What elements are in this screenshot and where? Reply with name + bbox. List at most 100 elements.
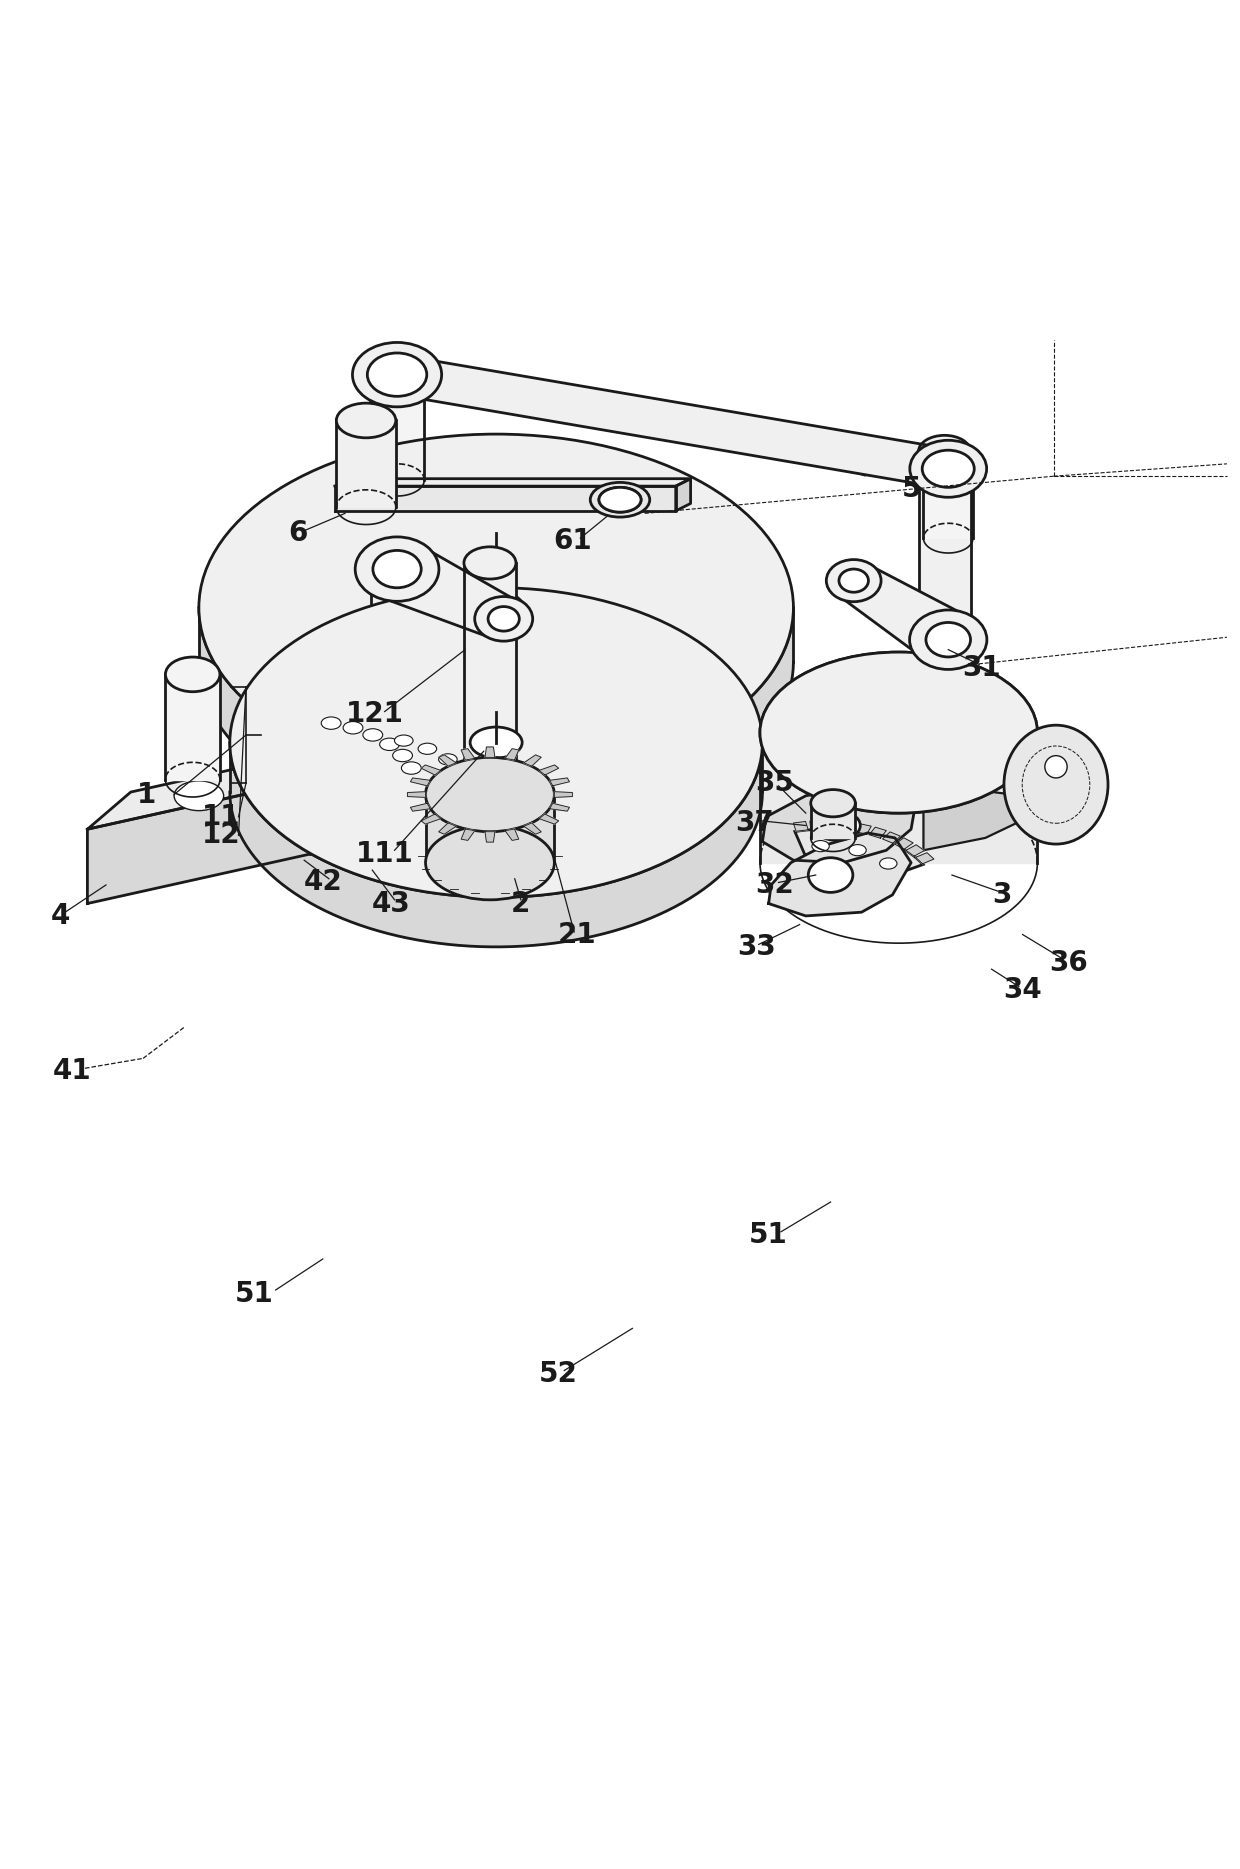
Text: 41: 41 <box>53 1056 92 1084</box>
Polygon shape <box>410 712 430 725</box>
Polygon shape <box>310 742 353 854</box>
Polygon shape <box>676 478 691 510</box>
Polygon shape <box>841 822 856 832</box>
Polygon shape <box>554 792 573 798</box>
Polygon shape <box>396 710 415 720</box>
Ellipse shape <box>352 342 441 407</box>
Polygon shape <box>422 764 440 776</box>
Ellipse shape <box>370 366 424 400</box>
Text: 121: 121 <box>346 701 404 729</box>
Polygon shape <box>485 748 495 757</box>
Polygon shape <box>451 727 472 740</box>
Polygon shape <box>539 764 559 776</box>
Ellipse shape <box>590 482 650 518</box>
Ellipse shape <box>924 462 973 492</box>
Polygon shape <box>919 452 971 637</box>
Polygon shape <box>810 820 823 830</box>
Polygon shape <box>165 675 219 779</box>
Polygon shape <box>425 794 554 863</box>
Text: 35: 35 <box>755 770 795 798</box>
Polygon shape <box>383 540 513 639</box>
Polygon shape <box>513 783 531 794</box>
Text: 2: 2 <box>511 890 531 918</box>
Text: 1: 1 <box>138 781 156 809</box>
Polygon shape <box>523 755 541 766</box>
Polygon shape <box>520 802 536 811</box>
Text: 3: 3 <box>992 880 1011 908</box>
Polygon shape <box>883 832 900 843</box>
Polygon shape <box>439 822 456 834</box>
Text: 51: 51 <box>236 1280 274 1308</box>
Polygon shape <box>523 822 541 834</box>
Ellipse shape <box>923 450 975 488</box>
Ellipse shape <box>367 353 427 396</box>
Ellipse shape <box>439 753 458 764</box>
Polygon shape <box>464 563 516 878</box>
Text: 12: 12 <box>202 820 241 849</box>
Text: 11: 11 <box>202 804 241 832</box>
Ellipse shape <box>1004 725 1109 845</box>
Polygon shape <box>763 785 915 863</box>
Polygon shape <box>315 705 444 778</box>
Polygon shape <box>795 830 923 882</box>
Text: 21: 21 <box>557 921 596 948</box>
Text: 6: 6 <box>288 520 308 548</box>
Ellipse shape <box>924 630 973 660</box>
Text: 52: 52 <box>538 1361 578 1389</box>
Polygon shape <box>370 383 424 480</box>
Ellipse shape <box>355 536 439 602</box>
Text: 37: 37 <box>735 809 775 837</box>
Ellipse shape <box>826 559 882 602</box>
Polygon shape <box>505 830 518 841</box>
Polygon shape <box>198 607 794 835</box>
Polygon shape <box>769 834 911 916</box>
Polygon shape <box>461 830 475 841</box>
Ellipse shape <box>475 796 494 807</box>
Polygon shape <box>474 740 495 753</box>
Polygon shape <box>379 720 521 811</box>
Ellipse shape <box>1045 755 1068 778</box>
Polygon shape <box>842 563 963 665</box>
Text: 61: 61 <box>553 527 593 555</box>
Polygon shape <box>549 804 569 811</box>
Ellipse shape <box>813 811 861 841</box>
Polygon shape <box>811 804 856 837</box>
Polygon shape <box>505 749 518 761</box>
Polygon shape <box>335 478 691 486</box>
Text: 42: 42 <box>304 869 342 897</box>
Polygon shape <box>336 421 396 506</box>
Polygon shape <box>924 477 973 538</box>
Ellipse shape <box>373 551 422 587</box>
Polygon shape <box>394 355 951 488</box>
Polygon shape <box>794 822 808 832</box>
Ellipse shape <box>343 721 363 735</box>
Polygon shape <box>826 820 839 830</box>
Polygon shape <box>87 779 310 903</box>
Ellipse shape <box>599 488 641 512</box>
Text: 111: 111 <box>356 839 413 867</box>
Polygon shape <box>517 792 534 804</box>
Polygon shape <box>915 852 934 863</box>
Polygon shape <box>507 774 527 785</box>
Polygon shape <box>324 705 444 798</box>
Ellipse shape <box>321 718 341 729</box>
Ellipse shape <box>926 622 971 656</box>
Text: 32: 32 <box>755 871 794 899</box>
Ellipse shape <box>910 609 987 669</box>
Polygon shape <box>438 721 459 735</box>
Ellipse shape <box>812 841 830 852</box>
Text: 51: 51 <box>749 1222 787 1250</box>
Text: 31: 31 <box>962 654 1001 682</box>
Polygon shape <box>424 718 445 729</box>
Ellipse shape <box>839 568 868 592</box>
Ellipse shape <box>475 596 533 641</box>
Polygon shape <box>906 845 924 856</box>
Polygon shape <box>924 645 973 708</box>
Ellipse shape <box>760 652 1038 813</box>
Polygon shape <box>408 792 425 798</box>
Ellipse shape <box>198 434 794 781</box>
Polygon shape <box>484 749 505 761</box>
Polygon shape <box>87 742 353 830</box>
Ellipse shape <box>808 858 853 892</box>
Text: 43: 43 <box>372 890 410 918</box>
